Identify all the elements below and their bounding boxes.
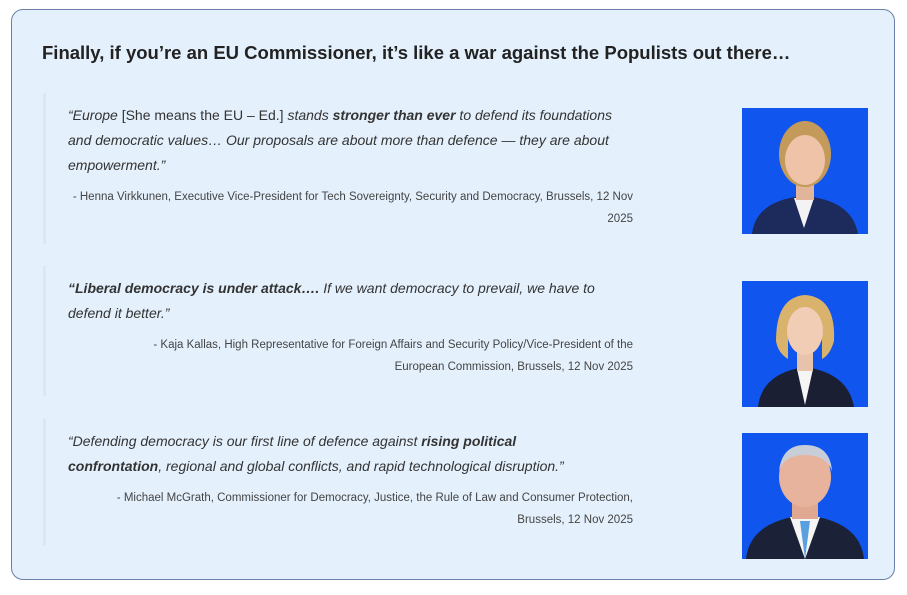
quote-attribution: - Michael McGrath, Commissioner for Demo… [116, 492, 633, 526]
card-title: Finally, if you’re an EU Commissioner, i… [42, 42, 791, 63]
quote-attribution: - Kaja Kallas, High Representative for F… [153, 339, 633, 373]
quote-segment: stronger than ever [332, 107, 456, 123]
quote-segment: “Europe [68, 107, 122, 123]
portrait-henna-virkkunen [742, 108, 868, 234]
quote-block: “Europe [She means the EU – Ed.] stands … [43, 93, 633, 244]
quote-card: Finally, if you’re an EU Commissioner, i… [11, 9, 895, 580]
quote-text: “Europe [She means the EU – Ed.] stands … [68, 103, 633, 178]
quote-segment: “Defending democracy is our first line o… [68, 433, 422, 449]
quote-segment: [She means the EU – Ed.] [121, 107, 288, 123]
portrait-michael-mcgrath [742, 433, 868, 559]
quote-segment: , regional and global conflicts, and rap… [158, 458, 564, 474]
quote-segment: to defend its foundations and democratic… [68, 107, 612, 173]
quote-segment: stands [287, 107, 333, 123]
quote-block: “Defending democracy is our first line o… [43, 419, 633, 546]
quote-segment: rising political confrontation [68, 433, 517, 474]
quote-attribution: - Henna Virkkunen, Executive Vice-Presid… [72, 191, 633, 225]
quote-segment: If we want democracy to prevail, we have… [68, 280, 595, 321]
quote-segment: “Liberal democracy is under attack…. [68, 280, 320, 296]
quote-block: “Liberal democracy is under attack…. If … [43, 266, 633, 396]
quote-text: “Defending democracy is our first line o… [68, 429, 633, 479]
quote-text: “Liberal democracy is under attack…. If … [68, 276, 633, 326]
portrait-kaja-kallas [742, 281, 868, 407]
